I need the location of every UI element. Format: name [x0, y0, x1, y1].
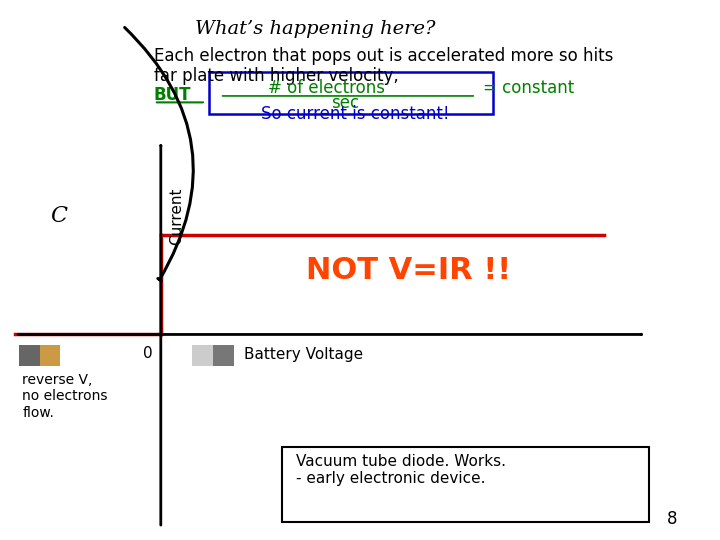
Text: What’s happening here?: What’s happening here? — [195, 20, 436, 38]
Text: reverse V,
no electrons
flow.: reverse V, no electrons flow. — [22, 373, 108, 420]
Text: Battery Voltage: Battery Voltage — [244, 347, 363, 362]
Bar — [19, 345, 60, 366]
Text: 8: 8 — [667, 510, 677, 528]
Text: Vacuum tube diode. Works.
- early electronic device.: Vacuum tube diode. Works. - early electr… — [296, 454, 506, 486]
Text: far plate with higher velocity,: far plate with higher velocity, — [154, 67, 399, 85]
Bar — [192, 345, 233, 366]
Bar — [40, 345, 60, 366]
Bar — [192, 345, 213, 366]
Text: sec: sec — [330, 94, 359, 112]
Text: NOT V=IR !!: NOT V=IR !! — [306, 255, 511, 285]
Text: Current: Current — [169, 187, 184, 245]
Text: C: C — [50, 205, 67, 227]
Text: BUT: BUT — [154, 86, 192, 104]
Text: = constant: = constant — [483, 79, 575, 97]
Text: 0: 0 — [143, 346, 153, 361]
Text: Each electron that pops out is accelerated more so hits: Each electron that pops out is accelerat… — [154, 47, 613, 65]
Text: So current is constant!: So current is constant! — [261, 105, 450, 123]
Text: # of electrons: # of electrons — [269, 79, 385, 97]
